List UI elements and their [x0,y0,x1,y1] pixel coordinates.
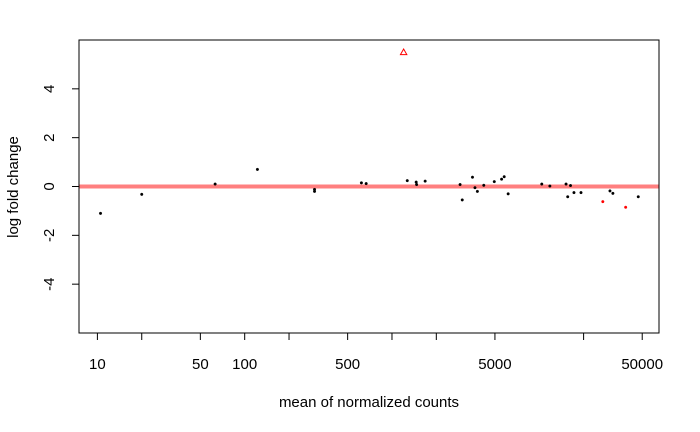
x-tick-label: 10 [89,356,106,373]
data-point [458,183,462,187]
data-point [502,175,506,179]
data-point [608,189,612,193]
data-point [359,181,363,185]
points-layer [99,48,640,215]
x-axis-label: mean of normalized counts [279,394,459,411]
data-point [313,189,317,193]
data-point [564,182,568,186]
outlier-triangle-marker [399,48,408,56]
y-tick-label: 0 [41,182,58,190]
data-point [405,179,409,183]
data-point [566,195,570,199]
data-point [99,211,103,215]
y-tick-label: -4 [41,277,58,290]
data-point [636,195,640,199]
y-tick-label: 4 [41,85,58,93]
data-point [548,184,552,188]
data-point [611,191,615,195]
x-tick-label: 5000 [478,356,511,373]
y-tick-label: 2 [41,133,58,141]
y-tick-label: -2 [41,229,58,242]
data-point [579,191,583,195]
data-point [475,189,479,193]
data-point [569,184,573,188]
data-point [460,198,464,202]
data-point [500,177,504,181]
x-tick-label: 100 [232,356,257,373]
data-point [213,182,217,186]
y-axis-label: log fold change [5,136,22,238]
data-point [423,179,427,183]
data-point [414,180,418,184]
significant-point [624,205,628,209]
data-point [415,183,419,187]
data-point [473,186,477,190]
data-point [364,182,368,186]
data-point [492,180,496,184]
data-point [140,192,144,196]
data-point [470,175,474,179]
x-tick-label: 50000 [621,356,663,373]
x-tick-label: 50 [192,356,209,373]
data-point [572,191,576,195]
y-axis: -4 -2 0 2 4 [41,85,80,291]
significant-point [601,200,605,204]
data-point [506,192,510,196]
x-tick-label: 500 [335,356,360,373]
data-point [540,182,544,186]
x-axis: 10 50 100 500 5000 50000 [89,332,663,373]
data-point [482,183,486,187]
data-point [255,167,259,171]
